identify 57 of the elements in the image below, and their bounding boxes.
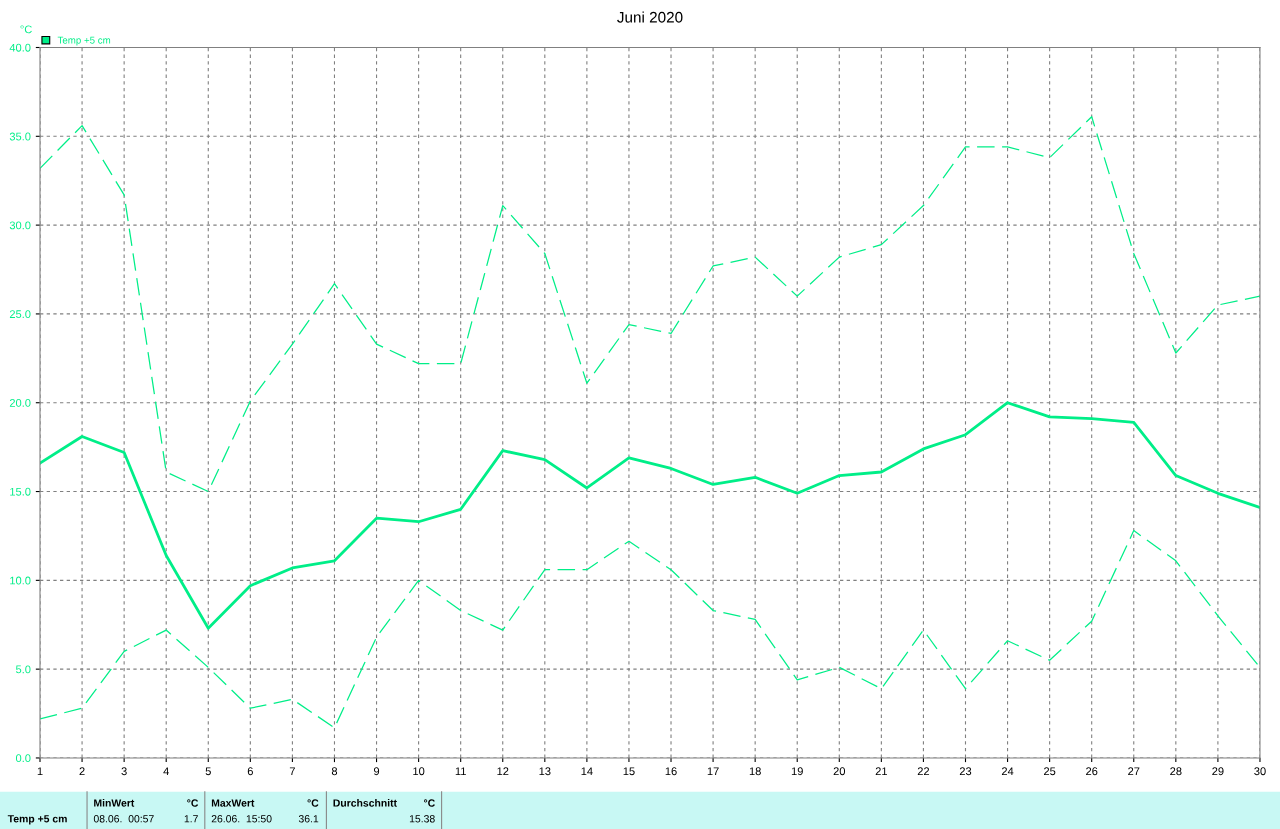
x-tick-label: 12 — [497, 767, 509, 776]
y-tick-label: 35.0 — [9, 132, 31, 141]
x-tick-label: 20 — [833, 767, 846, 776]
y-tick-label: 40.0 — [9, 43, 31, 52]
x-tick-label: 29 — [1212, 767, 1224, 776]
x-tick-label: 18 — [749, 767, 761, 776]
x-tick-label: 23 — [959, 767, 972, 776]
x-tick-label: 16 — [665, 767, 677, 776]
x-tick-label: 5 — [205, 767, 211, 776]
y-tick-label: 30.0 — [9, 221, 31, 230]
x-tick-label: 13 — [539, 767, 551, 776]
line-series — [40, 529, 1260, 729]
y-axis-title: °C — [20, 25, 32, 34]
x-tick-label: 27 — [1128, 767, 1140, 776]
x-tick-label: 2 — [79, 767, 85, 776]
y-tick-label: 20.0 — [9, 399, 31, 407]
chart-title: Juni 2020 — [617, 11, 683, 23]
text: 08.06. 00:57 — [93, 815, 154, 823]
text: 1.7 — [184, 815, 198, 823]
x-tick-label: 17 — [707, 767, 719, 776]
x-tick-label: 8 — [331, 767, 338, 776]
text: °C — [423, 799, 435, 807]
text: 36.1 — [298, 815, 319, 823]
legend-label: Temp +5 cm — [57, 36, 111, 46]
text: MinWert — [94, 799, 135, 807]
x-tick-label: 24 — [1001, 767, 1014, 776]
x-tick-label: 7 — [289, 767, 295, 776]
text: 26.06. 15:50 — [211, 815, 272, 823]
x-tick-label: 11 — [455, 767, 466, 776]
y-tick-label: 15.0 — [10, 487, 31, 496]
x-tick-label: 30 — [1254, 767, 1266, 776]
x-tick-label: 1 — [37, 767, 43, 776]
text: Temp +5 cm — [7, 815, 67, 825]
x-tick-label: 26 — [1086, 767, 1098, 776]
y-tick-label: 5.0 — [15, 665, 31, 674]
x-tick-label: 3 — [121, 767, 127, 776]
text: °C — [187, 799, 199, 807]
x-tick-label: 28 — [1170, 767, 1182, 776]
line-series — [40, 116, 1260, 493]
x-tick-label: 6 — [247, 767, 253, 776]
x-tick-label: 10 — [413, 767, 425, 776]
y-tick-label: 25.0 — [9, 310, 31, 319]
x-tick-label: 21 — [875, 767, 887, 776]
text: MaxWert — [211, 799, 255, 807]
text: Durchschnitt — [333, 799, 397, 807]
text: °C — [307, 799, 319, 807]
y-tick-label: 10.0 — [10, 576, 31, 585]
text: 15.38 — [409, 815, 435, 823]
x-tick-label: 4 — [163, 767, 169, 776]
x-tick-label: 25 — [1044, 767, 1056, 776]
x-tick-label: 15 — [623, 767, 635, 776]
x-tick-label: 9 — [373, 767, 380, 776]
x-tick-label: 22 — [917, 767, 930, 776]
y-tick-label: 0.0 — [15, 754, 31, 763]
line-series — [40, 401, 1260, 630]
x-tick-label: 19 — [791, 767, 803, 776]
x-tick-label: 14 — [581, 767, 593, 776]
